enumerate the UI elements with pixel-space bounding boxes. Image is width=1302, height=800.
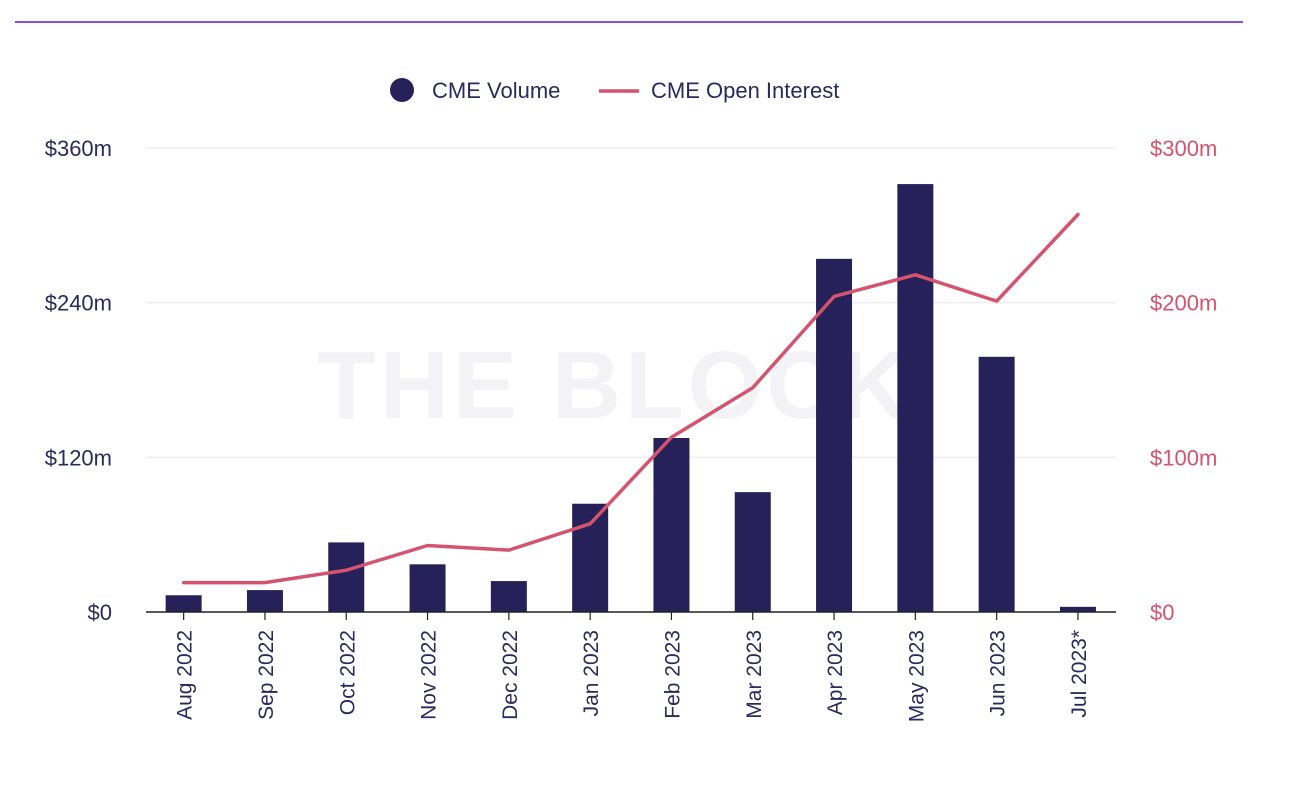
x-tick-label: Dec 2022 [499, 630, 522, 720]
volume-bar [246, 590, 283, 612]
legend: CME Volume CME Open Interest [390, 78, 839, 103]
volume-bar [897, 184, 934, 613]
x-tick-label: Jan 2023 [580, 630, 603, 716]
grid-lines [146, 147, 1116, 459]
x-tick-label: May 2023 [905, 630, 928, 722]
y-left-tick-label: $240m [45, 291, 112, 316]
volume-bar [734, 492, 771, 612]
y-right-tick-label: $100m [1150, 445, 1217, 470]
x-tick-label: Feb 2023 [661, 630, 684, 719]
x-tick-label: Mar 2023 [743, 630, 766, 719]
legend-open-interest-label: CME Open Interest [651, 78, 839, 103]
x-tick-label: Jun 2023 [987, 630, 1010, 716]
y-left-tick-label: $0 [88, 600, 112, 625]
x-tick-label: Sep 2022 [255, 630, 278, 720]
volume-bar [409, 564, 446, 612]
legend-volume-label: CME Volume [432, 78, 560, 103]
legend-volume-marker [390, 78, 414, 102]
volume-bars [165, 184, 1096, 613]
y-right-tick-label: $300m [1150, 136, 1217, 161]
watermark-text: THE BLOCK [317, 332, 913, 439]
y-left-tick-label: $120m [45, 445, 112, 470]
volume-bar [165, 595, 202, 612]
x-tick-label: Oct 2022 [336, 630, 359, 715]
x-tick-label: Nov 2022 [418, 630, 441, 720]
y-left-tick-label: $360m [45, 136, 112, 161]
volume-bar [572, 503, 609, 612]
x-tick-label: Apr 2023 [824, 630, 847, 715]
x-tick-label: Aug 2022 [174, 630, 197, 720]
axes: $0 $120m $240m $360m $0 $100m $200m $300m Aug 20… [45, 136, 1218, 722]
volume-bar [490, 581, 527, 612]
open-interest-series-line [181, 212, 1080, 585]
volume-bar [328, 542, 365, 612]
y-right-tick-label: $0 [1150, 600, 1174, 625]
volume-bar [1059, 606, 1096, 612]
y-right-tick-label: $200m [1150, 291, 1217, 316]
volume-bar [978, 356, 1015, 612]
open-interest-line [181, 212, 1080, 585]
volume-bar [816, 258, 853, 612]
volume-bar [653, 438, 690, 612]
x-tick-label: Jul 2023* [1068, 630, 1091, 718]
